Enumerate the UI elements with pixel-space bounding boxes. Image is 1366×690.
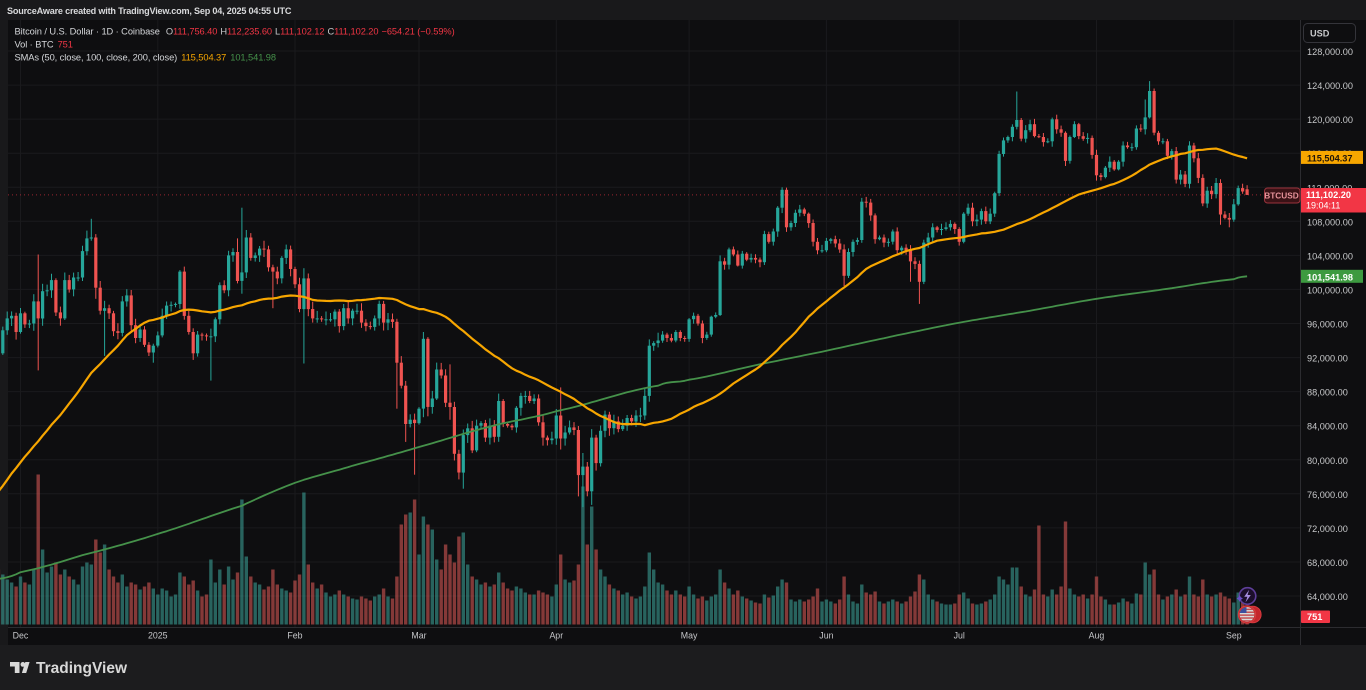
svg-text:Bitcoin / U.S. Dollar · 1D · C: Bitcoin / U.S. Dollar · 1D · Coinbase O11… xyxy=(15,27,455,37)
svg-text:Feb: Feb xyxy=(287,631,302,641)
svg-text:84,000.00: 84,000.00 xyxy=(1307,422,1348,432)
svg-text:2025: 2025 xyxy=(148,631,168,641)
svg-text:68,000.00: 68,000.00 xyxy=(1307,558,1348,568)
svg-text:72,000.00: 72,000.00 xyxy=(1307,524,1348,534)
svg-text:120,000.00: 120,000.00 xyxy=(1307,115,1353,125)
svg-text:111,102.20: 111,102.20 xyxy=(1306,190,1351,200)
svg-text:SMAs (50, close, 100, close, 2: SMAs (50, close, 100, close, 200, close)… xyxy=(15,53,276,63)
svg-text:104,000.00: 104,000.00 xyxy=(1307,251,1353,261)
svg-text:108,000.00: 108,000.00 xyxy=(1307,217,1353,227)
svg-text:19:04:11: 19:04:11 xyxy=(1306,201,1340,211)
svg-text:80,000.00: 80,000.00 xyxy=(1307,456,1348,466)
svg-text:751: 751 xyxy=(1307,612,1322,622)
svg-text:Apr: Apr xyxy=(549,631,563,641)
svg-text:124,000.00: 124,000.00 xyxy=(1307,81,1353,91)
svg-text:Mar: Mar xyxy=(411,631,426,641)
svg-text:May: May xyxy=(681,631,698,641)
svg-text:Dec: Dec xyxy=(13,631,29,641)
svg-text:SourceAware created with Tradi: SourceAware created with TradingView.com… xyxy=(7,6,292,16)
svg-text:76,000.00: 76,000.00 xyxy=(1307,490,1348,500)
svg-text:96,000.00: 96,000.00 xyxy=(1307,320,1348,330)
svg-text:115,504.37: 115,504.37 xyxy=(1307,153,1352,163)
svg-text:Aug: Aug xyxy=(1089,631,1105,641)
svg-text:100,000.00: 100,000.00 xyxy=(1307,285,1353,295)
svg-text:Sep: Sep xyxy=(1226,631,1242,641)
svg-text:BTCUSD: BTCUSD xyxy=(1264,191,1299,201)
svg-text:Jul: Jul xyxy=(954,631,965,641)
svg-text:88,000.00: 88,000.00 xyxy=(1307,388,1348,398)
svg-text:92,000.00: 92,000.00 xyxy=(1307,354,1348,364)
svg-text:TradingView: TradingView xyxy=(36,660,128,677)
svg-text:128,000.00: 128,000.00 xyxy=(1307,47,1353,57)
svg-text:USD: USD xyxy=(1310,29,1330,39)
svg-text:Jun: Jun xyxy=(819,631,833,641)
svg-text:101,541.98: 101,541.98 xyxy=(1307,272,1353,282)
svg-text:64,000.00: 64,000.00 xyxy=(1307,592,1348,602)
